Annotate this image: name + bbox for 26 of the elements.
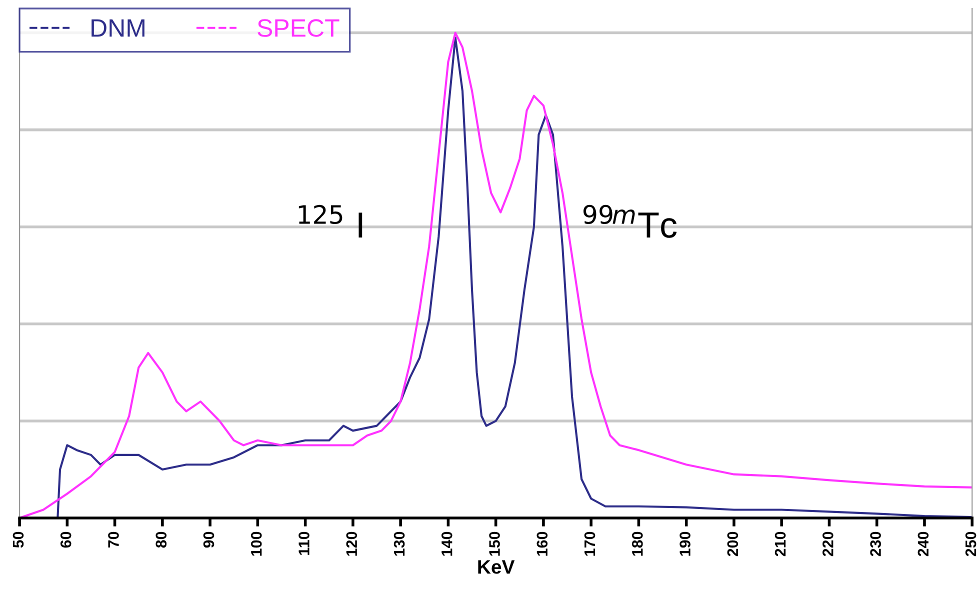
- x-tick-label: 170: [584, 532, 596, 556]
- x-tick-label: 180: [632, 532, 643, 556]
- annotation: $^{99m}$Tc: [583, 204, 677, 238]
- x-tick-label: 220: [822, 532, 834, 556]
- x-tick-label: 190: [680, 532, 690, 556]
- x-tick-label: 230: [870, 532, 881, 556]
- x-tick-label: 90: [203, 532, 214, 548]
- x-tick-label: 160: [536, 532, 548, 556]
- x-axis-title: KeV: [478, 560, 515, 574]
- legend-label: DNM: [92, 19, 144, 37]
- x-tick-label: 200: [727, 532, 738, 556]
- annotation: $^{125}$ I: [298, 204, 362, 238]
- x-tick-label: 120: [346, 532, 358, 556]
- x-tick-label: 240: [918, 532, 929, 556]
- x-tick-label: 80: [156, 532, 167, 548]
- x-tick-label: 150: [489, 532, 500, 556]
- x-tick-label: 60: [60, 532, 72, 548]
- legend-label: SPECT: [258, 19, 340, 37]
- x-tick-label: 110: [298, 532, 310, 555]
- x-tick-label: 210: [774, 532, 786, 556]
- x-tick-label: 140: [441, 532, 452, 556]
- x-tick-label: 130: [394, 532, 405, 556]
- x-tick-label: 100: [250, 532, 262, 556]
- x-tick-label: 50: [12, 532, 24, 548]
- x-tick-label: 250: [965, 532, 976, 556]
- x-tick-label: 70: [108, 532, 119, 548]
